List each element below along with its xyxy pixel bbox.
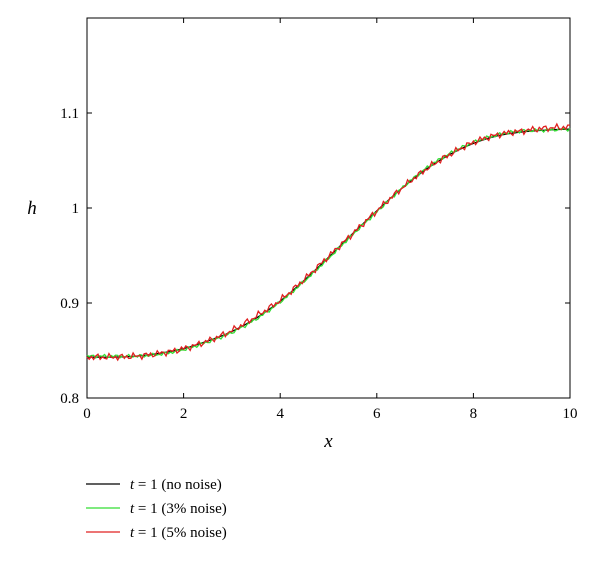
series-lines	[86, 122, 571, 362]
y-axis-label: h	[27, 198, 37, 219]
axis-ticks	[86, 18, 571, 399]
y-tick-label: 0.9	[60, 296, 79, 312]
x-tick-label: 4	[276, 406, 284, 422]
x-tick-label: 10	[563, 406, 578, 422]
tick-labels: 0 2 4 6 8 10 0.8 0.9 1 1.1	[60, 106, 577, 422]
series-line-2	[86, 127, 571, 359]
x-tick-label: 0	[83, 406, 91, 422]
legend-label-1: t = 1 (no noise)	[130, 477, 222, 493]
legend-label-2: t = 1 (3% noise)	[130, 501, 227, 517]
y-tick-label: 1.1	[60, 106, 79, 122]
series-line-1	[87, 128, 571, 358]
legend: t = 1 (no noise) t = 1 (3% noise) t = 1 (5…	[86, 477, 227, 541]
x-axis-label: x	[323, 431, 333, 452]
x-tick-label: 8	[470, 406, 478, 422]
plot-frame	[86, 17, 571, 399]
x-tick-label: 6	[373, 406, 381, 422]
legend-label-3: t = 1 (5% noise)	[130, 525, 227, 541]
x-tick-label: 2	[180, 406, 188, 422]
y-tick-label: 1	[72, 201, 80, 217]
y-tick-label: 0.8	[60, 391, 79, 407]
series-line-3	[86, 122, 571, 362]
